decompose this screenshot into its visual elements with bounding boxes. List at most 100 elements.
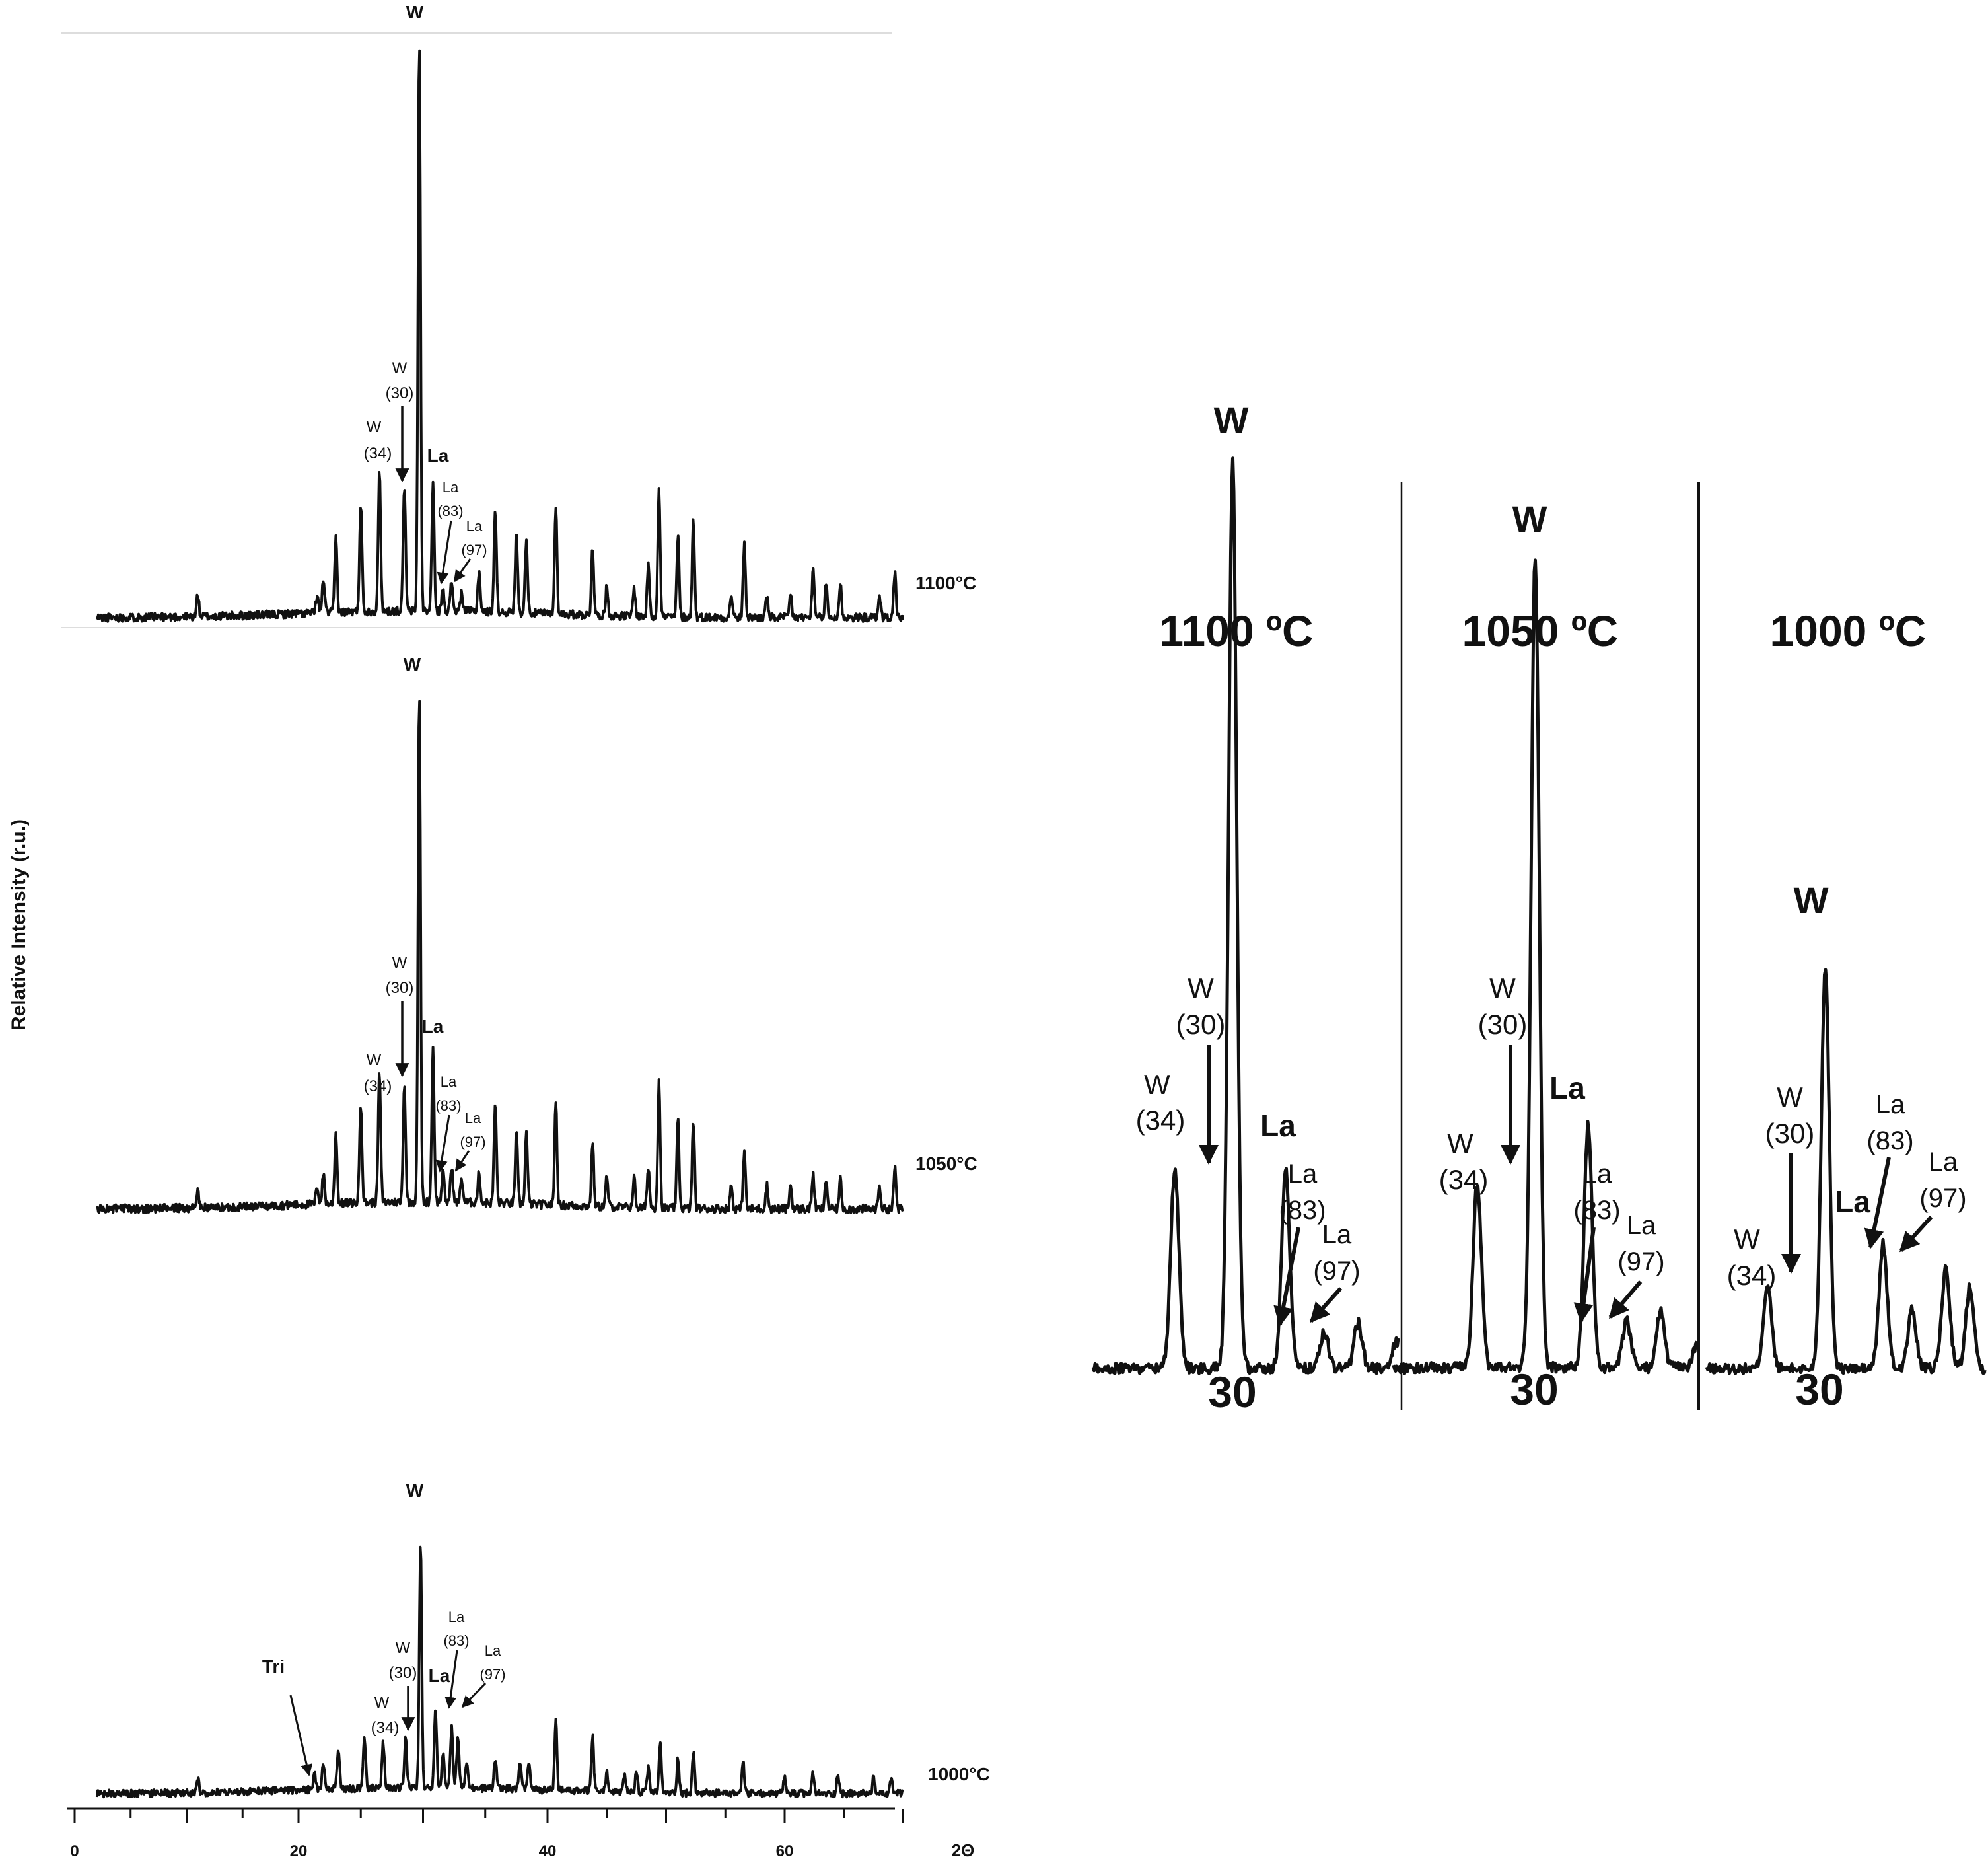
la83-label: La bbox=[1876, 1090, 1905, 1119]
zoom-title-1050: 1050 ºC bbox=[1462, 606, 1619, 655]
zoom-trace-1050 bbox=[1392, 558, 1699, 1375]
center-label-1100: 30 bbox=[1208, 1368, 1256, 1416]
la83-index: (83) bbox=[443, 1632, 469, 1649]
la97-label: La bbox=[1929, 1148, 1958, 1177]
w34-label: W bbox=[1447, 1128, 1473, 1159]
w30-index: (30) bbox=[1765, 1118, 1815, 1149]
la-label: La bbox=[1549, 1071, 1585, 1105]
w34-label: W bbox=[367, 1051, 382, 1069]
annotations-1000: W Tri W (30) W (34) La La (83) La (97) bbox=[262, 1480, 506, 1776]
w30-label: W bbox=[392, 359, 408, 377]
la97-index: (97) bbox=[461, 542, 487, 558]
la83-index: (83) bbox=[1279, 1196, 1326, 1225]
la83-arrow bbox=[435, 1114, 450, 1173]
left-panel: Relative Intensity (r.u.) 0 20 40 60 2Θ … bbox=[8, 2, 990, 1860]
la-label: La bbox=[1260, 1109, 1296, 1143]
la-label: La bbox=[1835, 1185, 1870, 1219]
w30-label: W bbox=[1188, 972, 1214, 1003]
la97-label: La bbox=[465, 1110, 481, 1126]
la97-index: (97) bbox=[1617, 1247, 1664, 1276]
trace-1100 bbox=[95, 49, 905, 623]
la97-arrow bbox=[1309, 1286, 1343, 1323]
la97-label: La bbox=[1627, 1211, 1656, 1240]
trace-1050 bbox=[96, 700, 904, 1215]
w-main-label: W bbox=[406, 2, 424, 22]
w34-index: (34) bbox=[364, 1077, 392, 1095]
la97-arrow bbox=[1608, 1280, 1643, 1319]
annotations-1050: W W (30) W (34) La La (83) La (97) bbox=[364, 654, 486, 1173]
x-axis-label: 2Θ bbox=[952, 1841, 975, 1860]
w34-index: (34) bbox=[1727, 1260, 1777, 1291]
zoom-annotations-1050: W W (30) W (34) La La (83) La (97) bbox=[1439, 498, 1665, 1323]
la97-label: La bbox=[485, 1642, 501, 1659]
right-panel: 1100 ºC 1050 ºC 1000 ºC 30 30 30 W W (30… bbox=[1091, 399, 1987, 1416]
la83-label: La bbox=[1288, 1159, 1318, 1188]
w30-index: (30) bbox=[386, 979, 414, 997]
zoom-annotations-1000: W W (30) W (34) La La (83) La (97) bbox=[1727, 879, 1967, 1291]
w30-index: (30) bbox=[386, 384, 414, 402]
x-tick-label-0: 0 bbox=[70, 1843, 79, 1860]
x-axis-ticks bbox=[73, 1809, 904, 1823]
w34-label: W bbox=[1734, 1223, 1760, 1255]
annotations-1100: W W (30) W (34) La La (83) La (97) bbox=[364, 2, 487, 585]
la83-arrow bbox=[1864, 1157, 1891, 1249]
w34-index: (34) bbox=[1439, 1164, 1489, 1195]
la83-label: La bbox=[441, 1074, 457, 1090]
la97-arrow bbox=[454, 1150, 470, 1172]
la83-index: (83) bbox=[435, 1097, 461, 1114]
center-label-1000: 30 bbox=[1795, 1365, 1843, 1414]
zoom-title-1100: 1100 ºC bbox=[1159, 606, 1313, 655]
w-main-label: W bbox=[406, 1480, 424, 1501]
la83-index: (83) bbox=[1866, 1126, 1913, 1155]
temp-label-1000: 1000°C bbox=[928, 1764, 990, 1784]
la83-arrow bbox=[1273, 1227, 1300, 1327]
tri-arrow bbox=[289, 1695, 313, 1776]
w34-index: (34) bbox=[364, 445, 392, 462]
tri-label: Tri bbox=[262, 1656, 285, 1677]
la83-arrow bbox=[1573, 1227, 1596, 1323]
la97-index: (97) bbox=[460, 1134, 485, 1150]
la83-index: (83) bbox=[437, 503, 463, 519]
la97-index: (97) bbox=[1919, 1184, 1966, 1213]
w30-label: W bbox=[396, 1639, 411, 1657]
la-label: La bbox=[422, 1016, 444, 1037]
w30-label: W bbox=[1489, 972, 1516, 1003]
la83-label: La bbox=[1582, 1159, 1612, 1188]
w-main-label: W bbox=[1512, 498, 1547, 540]
x-tick-label-60: 60 bbox=[776, 1843, 794, 1860]
temp-label-1100: 1100°C bbox=[915, 573, 976, 593]
la97-index: (97) bbox=[479, 1666, 505, 1683]
la97-index: (97) bbox=[1313, 1257, 1360, 1286]
la83-index: (83) bbox=[1573, 1196, 1620, 1225]
y-axis-label: Relative Intensity (r.u.) bbox=[8, 819, 30, 1031]
temp-label-1050: 1050°C bbox=[915, 1153, 977, 1174]
la97-arrow bbox=[1899, 1215, 1933, 1253]
zoom-title-1000: 1000 ºC bbox=[1770, 606, 1927, 655]
la97-label: La bbox=[466, 518, 483, 534]
zoom-annotations-1100: W W (30) W (34) La La (83) La (97) bbox=[1136, 399, 1361, 1327]
w30-label: W bbox=[392, 954, 408, 972]
w-main-label: W bbox=[1214, 399, 1249, 441]
zoom-trace-1000 bbox=[1705, 968, 1987, 1375]
la97-label: La bbox=[1322, 1220, 1352, 1249]
w30-index: (30) bbox=[1478, 1009, 1528, 1040]
center-label-1050: 30 bbox=[1510, 1365, 1558, 1414]
la83-label: La bbox=[443, 479, 459, 495]
la97-arrow bbox=[453, 558, 472, 583]
la-label: La bbox=[427, 445, 449, 466]
w34-index: (34) bbox=[371, 1719, 400, 1737]
la83-arrow bbox=[444, 1650, 458, 1709]
w34-label: W bbox=[367, 418, 382, 436]
la83-arrow bbox=[437, 520, 452, 585]
la97-arrow bbox=[461, 1682, 487, 1708]
trace-1000 bbox=[95, 1545, 904, 1799]
w34-index: (34) bbox=[1136, 1105, 1186, 1136]
w30-label: W bbox=[1777, 1081, 1803, 1113]
w30-index: (30) bbox=[389, 1664, 417, 1682]
w-main-label: W bbox=[404, 654, 421, 675]
x-tick-label-20: 20 bbox=[290, 1843, 308, 1860]
w30-index: (30) bbox=[1176, 1009, 1226, 1040]
w34-label: W bbox=[374, 1694, 390, 1712]
zoom-trace-1100 bbox=[1091, 456, 1400, 1375]
